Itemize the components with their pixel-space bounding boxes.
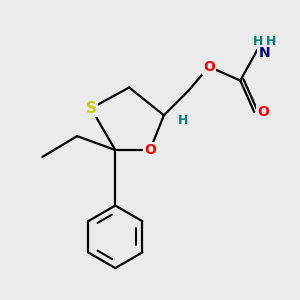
- Text: N: N: [258, 46, 270, 60]
- Text: H: H: [266, 35, 276, 48]
- Text: H: H: [253, 35, 263, 48]
- Text: S: S: [85, 101, 97, 116]
- Text: O: O: [257, 105, 269, 119]
- Text: O: O: [203, 60, 215, 74]
- Text: H: H: [178, 114, 188, 127]
- Text: O: O: [144, 143, 156, 157]
